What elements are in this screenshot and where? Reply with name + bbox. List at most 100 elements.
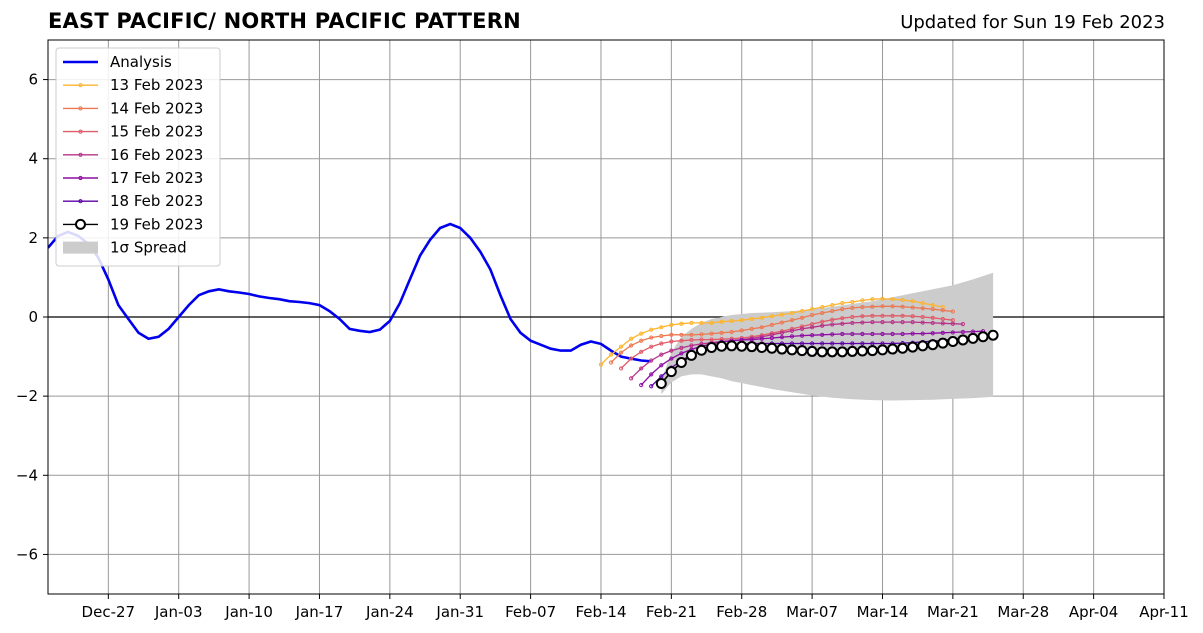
data-point [639,382,644,388]
data-point [669,348,674,353]
data-point [736,340,748,352]
data-point [639,349,644,354]
x-tick-label: Jan-10 [224,603,273,621]
data-point [739,318,744,323]
data-point [719,330,724,335]
legend-label: 15 Feb 2023 [110,123,203,141]
data-point [907,341,919,353]
x-tick-label: Feb-07 [505,603,556,621]
data-point [917,340,929,352]
data-point [776,343,788,355]
data-point [659,363,664,368]
updated-date: Updated for Sun 19 Feb 2023 [900,12,1165,33]
data-point [665,366,677,378]
data-point [880,304,885,309]
data-point [799,308,805,314]
data-point [749,316,754,322]
data-point [675,357,687,369]
legend-marker [78,199,83,204]
data-point [659,325,664,330]
data-point [769,314,774,319]
data-point [716,340,728,352]
data-point [866,345,878,357]
data-point [769,335,774,341]
legend-label: Analysis [110,53,172,71]
data-point [629,376,634,381]
data-point [789,318,795,323]
data-point [820,323,825,328]
y-tick-label: 6 [28,71,38,89]
spread-layer [661,272,994,401]
data-point [796,345,808,357]
data-point [699,337,704,342]
data-point [820,310,825,316]
data-point [759,315,764,320]
data-point [799,326,805,331]
y-tick-label: 2 [28,229,38,247]
forecast-series [608,304,955,365]
data-point [900,320,905,325]
data-point [709,331,714,336]
y-tick-label: 4 [28,150,38,168]
data-point [840,301,845,306]
data-point [920,301,925,306]
data-point [779,312,785,317]
data-point [659,341,664,346]
data-point [850,341,855,346]
series-layer [48,222,999,389]
data-point [759,336,764,341]
data-point [900,313,905,318]
data-point [830,332,835,337]
data-point [950,321,955,326]
data-point [699,320,704,326]
forecast-series [629,320,966,381]
forecast-line [620,315,953,369]
data-point [749,326,754,331]
data-point [810,333,815,338]
data-point [779,330,785,335]
data-point [669,339,674,344]
plot-frame [47,39,1165,595]
data-point [679,332,684,337]
y-tick-label: −2 [16,387,38,405]
data-point [820,305,825,310]
data-point [766,342,778,354]
data-point [639,331,644,336]
data-point [679,351,684,356]
data-point [897,342,909,354]
data-point [910,305,915,310]
data-point [659,352,664,357]
forecast-line [600,298,943,365]
data-point [890,320,895,325]
data-point [598,362,604,367]
data-point [950,309,955,314]
data-point [669,322,674,328]
data-point [850,305,855,310]
forecast-series [655,329,999,389]
forecast-series [598,296,945,367]
x-tick-label: Jan-03 [154,603,203,621]
data-point [920,314,925,320]
analysis-line [48,222,652,363]
data-point [618,350,624,355]
x-tick-label: Feb-14 [575,603,626,621]
data-point [689,320,694,326]
x-tick-label: Jan-31 [435,603,484,621]
data-point [840,321,845,326]
data-point [930,331,935,336]
chart-title: EAST PACIFIC/ NORTH PACIFIC PATTERN [48,9,521,33]
data-point [649,384,654,389]
data-point [799,341,805,346]
legend-label: 13 Feb 2023 [110,76,203,94]
data-point [960,329,966,335]
data-point [900,297,905,303]
legend-marker [75,218,86,230]
legend-label: 1σ Spread [110,239,187,257]
data-point [860,331,865,337]
data-point [890,297,895,302]
data-point [679,338,684,343]
data-point [930,320,935,326]
data-point [840,341,845,346]
data-point [850,331,855,337]
data-point [860,298,865,303]
